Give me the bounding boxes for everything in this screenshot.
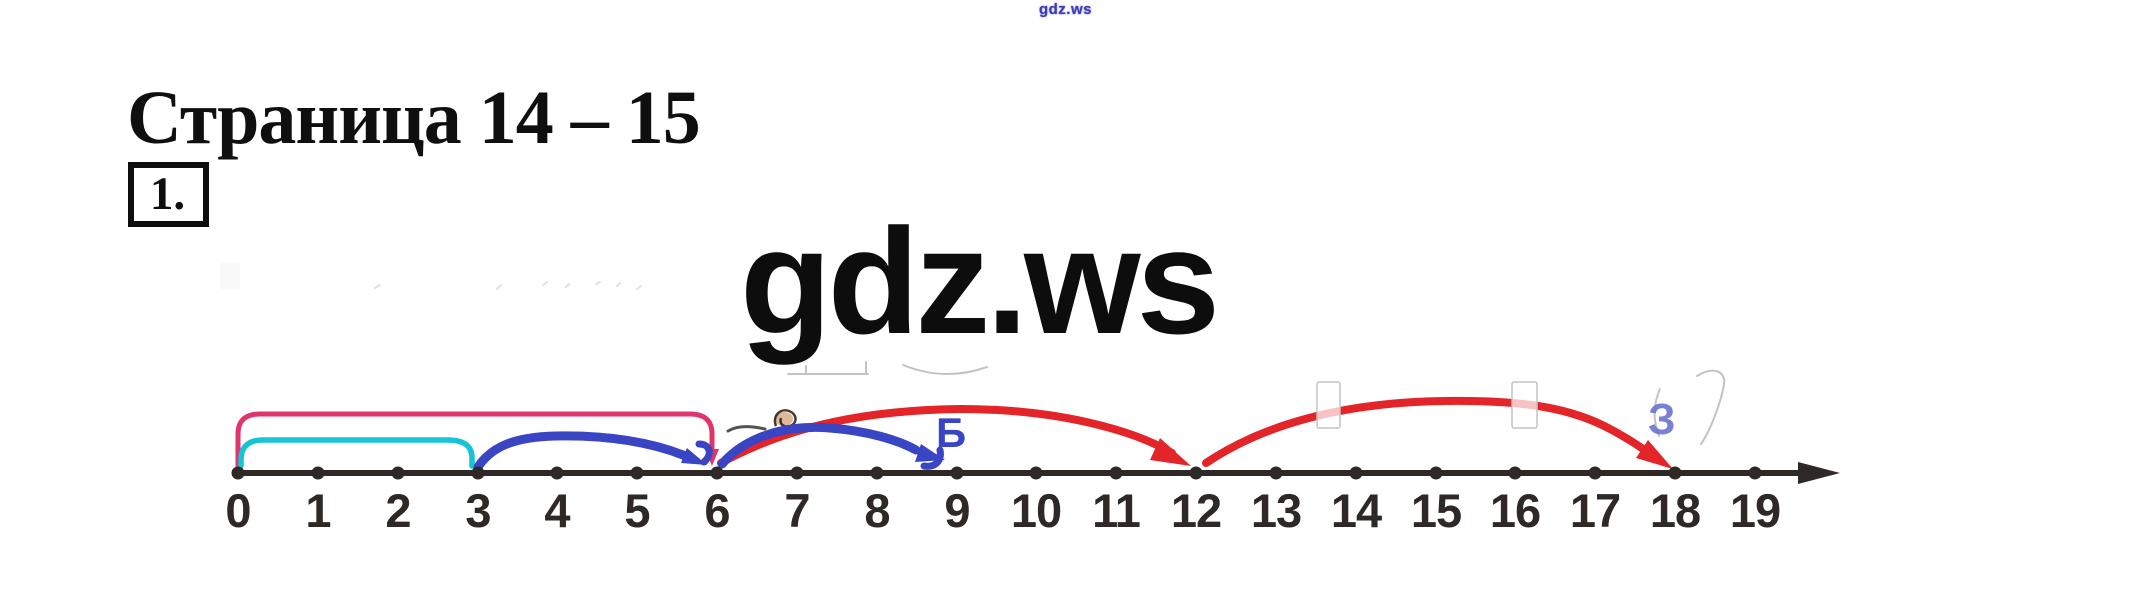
tick-label-14: 14 <box>1330 484 1382 537</box>
task-number-box: 1. <box>128 162 209 227</box>
bracket-0-3 <box>238 437 475 469</box>
arc-12-18 <box>1202 396 1673 469</box>
erased-curve-left <box>1653 388 1661 437</box>
arc-6-12-arrowhead <box>1150 438 1191 466</box>
tick-label-0: 0 <box>225 484 251 537</box>
tick-label-6: 6 <box>704 484 730 537</box>
correction-strips <box>1316 381 1538 429</box>
correction-strip-right <box>1511 381 1538 429</box>
tick-label-15: 15 <box>1410 484 1462 537</box>
arc-6-9 <box>717 423 945 470</box>
correction-strip-left <box>1316 381 1341 429</box>
tick-label-2: 2 <box>385 484 411 537</box>
tick-label-12: 12 <box>1170 484 1222 537</box>
number-line-arrowhead <box>1798 462 1840 484</box>
site-watermark-small: gdz.ws <box>1038 1 1092 18</box>
tick-label-18: 18 <box>1649 484 1701 537</box>
number-line <box>231 462 1840 484</box>
task-number: 1. <box>149 168 186 220</box>
erased-rectangle-bottom <box>787 361 869 375</box>
page-heading: Страница 14 – 15 <box>127 76 701 160</box>
site-watermark-large: gdz.ws <box>740 197 1220 365</box>
tick-label-17: 17 <box>1569 484 1621 537</box>
arc-12-18-arrowhead <box>1636 440 1673 469</box>
arc-6-9-curl <box>920 446 944 470</box>
erased-curve-right <box>1696 369 1726 445</box>
arc-3-6-curl <box>695 440 713 466</box>
pencil-dash <box>726 425 767 433</box>
doodle-spiral <box>773 409 797 428</box>
tick-label-3: 3 <box>465 484 491 537</box>
tick-label-7: 7 <box>784 484 810 537</box>
tick-label-4: 4 <box>544 484 570 537</box>
tick-label-16: 16 <box>1489 484 1541 537</box>
number-line-points <box>231 466 1762 480</box>
arc-3-6-arrowhead <box>681 448 707 465</box>
tick-label-19: 19 <box>1729 484 1781 537</box>
tick-label-5: 5 <box>624 484 650 537</box>
scan-smudge <box>220 263 240 289</box>
erased-pencil-marks <box>220 263 1726 445</box>
tick-label-9: 9 <box>944 484 970 537</box>
tick-label-8: 8 <box>864 484 890 537</box>
tick-label-11: 11 <box>1092 484 1141 537</box>
arc-3-6 <box>473 431 713 472</box>
arc-label-b: Б <box>936 409 967 456</box>
pencil-doodle <box>726 409 797 433</box>
tick-label-1: 1 <box>305 484 331 537</box>
arc-label-z: З <box>1648 395 1676 444</box>
tick-label-10: 10 <box>1010 484 1062 537</box>
erased-circle-arc <box>902 364 988 375</box>
arc-6-12 <box>717 404 1191 467</box>
tick-label-13: 13 <box>1250 484 1302 537</box>
pencil-specks <box>374 281 642 290</box>
